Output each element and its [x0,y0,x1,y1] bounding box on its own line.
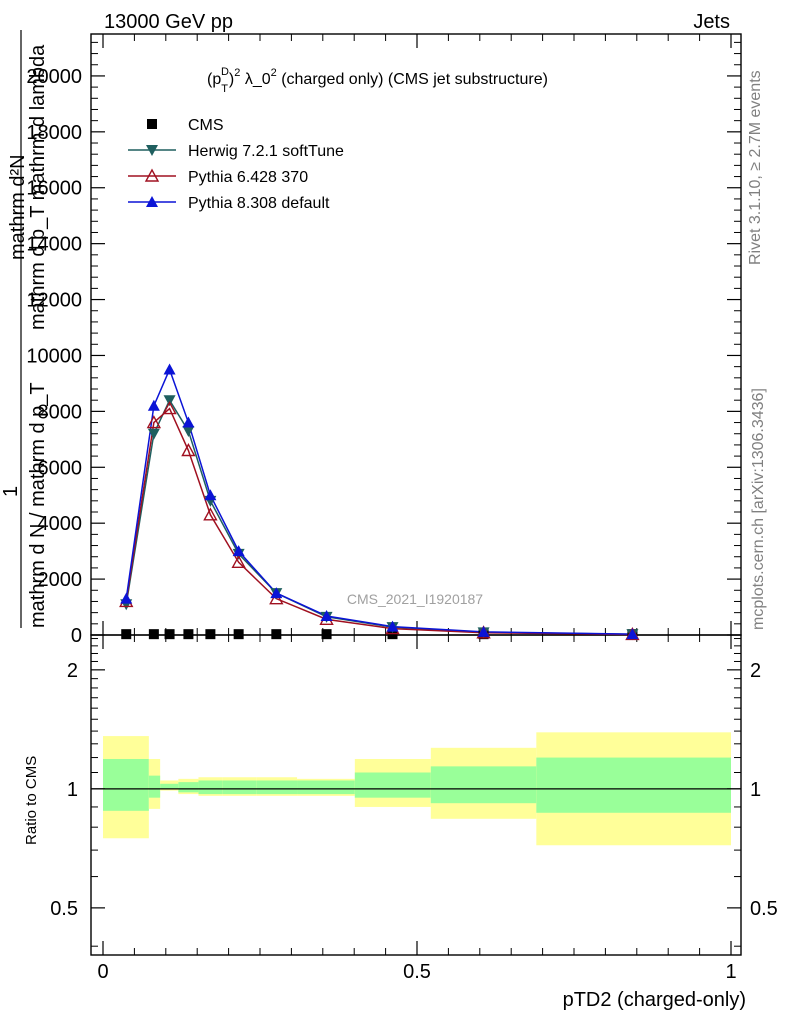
x-tick-label: 0 [97,961,108,983]
ratio-tick-label: 2 [67,660,78,682]
ratio-band-inner [222,780,257,795]
ratio-tick-label-right: 0.5 [750,898,778,920]
ratio-band-inner [354,772,431,798]
ratio-plot-frame [90,634,742,956]
x-tick-label: 1 [725,961,736,983]
ratio-y-axis-label: Ratio to CMS [23,756,40,845]
analysis-watermark: CMS_2021_I1920187 [347,591,483,607]
data-point [269,591,284,605]
ratio-y-ticks: 0.5 0.5 1 1 2 2 [50,638,778,947]
y-axis-label-denominator: mathrm d N / mathrm d p_T [27,382,49,628]
main-y-ticks: 0 2000 4000 6000 8000 10000 12000 14000 16000 180… [26,41,741,647]
y-axis-label-numerator: mathrm d²N [7,154,29,260]
data-point [146,415,162,429]
rivet-version-label: Rivet 3.1.10, ≥ 2.7M events [747,70,764,265]
ratio-band-inner [103,758,149,811]
ratio-tick-label-right: 2 [750,660,761,682]
y-tick-label: 4000 [38,513,83,535]
data-point [162,401,177,415]
y-tick-label: 12000 [26,290,82,312]
y-tick-label: 14000 [26,234,82,256]
data-point [626,628,639,640]
data-point [233,629,244,640]
ratio-tick-label: 0.5 [50,898,78,920]
y-tick-label: 20000 [26,66,82,88]
data-point [147,399,160,411]
mcplots-label: mcplots.cern.ch [arXiv:1306.3436] [750,388,767,630]
data-point [205,629,216,640]
series-markers [119,363,640,641]
data-point [148,629,159,640]
data-point [386,620,399,632]
y-axis-label-one: 1 [0,486,22,497]
legend-marker [147,119,157,129]
header-energy-label: 13000 GeV pp [104,11,233,33]
data-point [477,625,490,637]
x-ticks: 0 0.5 1 [97,34,737,983]
data-point [163,363,176,375]
y-axis-label-numerator-2: mathrm d p_T mathrm d lambda [27,44,49,330]
ratio-band-inner [198,780,223,795]
data-point [164,629,175,640]
ratio-band-inner [160,783,179,789]
y-tick-label: 2000 [38,569,83,591]
ratio-band-inner [430,766,537,804]
data-point [232,545,245,557]
data-point [182,416,195,428]
y-tick-label: 0 [71,625,82,647]
y-tick-label: 16000 [26,178,82,200]
x-tick-label: 0.5 [403,961,431,983]
data-point [231,554,246,569]
data-point [182,425,195,437]
legend-label: Pythia 6.428 370 [188,169,308,186]
legend-label: CMS [188,117,224,134]
ratio-uncertainty-bands [91,732,741,846]
legend-marker [146,196,158,207]
data-point [147,428,160,440]
y-tick-label: 8000 [38,401,83,423]
ratio-band-inner [297,780,355,795]
y-tick-label: 18000 [26,122,82,144]
data-point [321,629,332,640]
data-point [204,489,217,501]
legend: CMS Herwig 7.2.1 softTune Pythia 6.428 370… [128,117,344,212]
data-point [181,443,196,457]
data-point [121,629,132,640]
ratio-band-inner [536,757,731,813]
y-tick-label: 10000 [26,345,82,367]
header-jets-label: Jets [693,11,730,33]
legend-label: Herwig 7.2.1 softTune [188,143,344,160]
data-point [203,507,218,521]
ratio-band-inner [148,775,161,798]
x-axis-label: pTD2 (charged-only) [563,989,746,1011]
data-point [271,629,282,640]
ratio-tick-label-right: 1 [750,779,761,801]
plot-title: (pTD)2 λ_02 (charged only) (CMS jet subs… [207,66,548,95]
data-point [183,629,194,640]
legend-marker [144,168,160,182]
legend-label: Pythia 8.308 default [188,195,330,212]
y-tick-label: 6000 [38,457,83,479]
legend-marker [146,145,158,156]
data-point [320,609,333,621]
ratio-band-inner [178,782,199,793]
data-point [270,587,283,599]
ratio-tick-label: 1 [67,779,78,801]
data-point [120,592,133,604]
data-point [163,395,176,407]
ratio-band-inner [256,780,298,795]
